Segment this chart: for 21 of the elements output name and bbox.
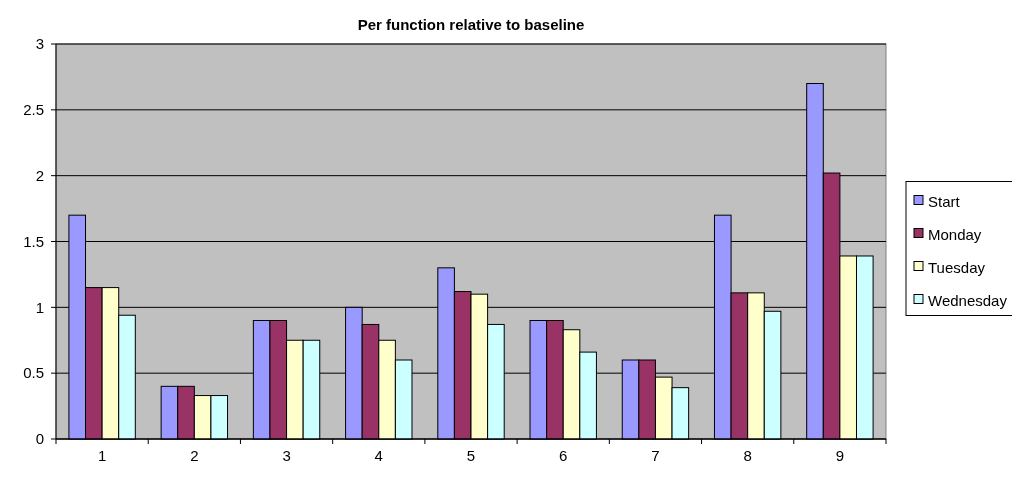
- y-tick-label: 1: [35, 298, 44, 316]
- x-tick-label: 7: [651, 447, 660, 464]
- x-tick-label: 1: [97, 447, 107, 464]
- legend-label: Tuesday: [928, 258, 986, 276]
- x-tick-label: 3: [282, 447, 291, 464]
- y-tick-label: 0.5: [23, 364, 44, 382]
- y-tick-label: 0: [35, 430, 44, 448]
- chart-title: Per function relative to baseline: [357, 16, 585, 33]
- legend-label: Monday: [928, 225, 982, 243]
- x-tick-label: 8: [743, 447, 752, 464]
- x-tick-label: 5: [466, 447, 476, 464]
- x-tick-label: 9: [835, 447, 845, 464]
- y-tick-label: 2.5: [23, 101, 44, 119]
- y-tick-label: 1.5: [23, 232, 44, 250]
- x-tick-label: 2: [190, 447, 199, 464]
- legend-label: Start: [928, 192, 961, 210]
- x-tick-label: 4: [374, 447, 383, 464]
- y-tick-label: 3: [35, 35, 44, 53]
- x-tick-label: 6: [559, 447, 568, 464]
- y-tick-label: 2: [35, 166, 44, 184]
- legend-label: Wednesday: [928, 291, 1008, 309]
